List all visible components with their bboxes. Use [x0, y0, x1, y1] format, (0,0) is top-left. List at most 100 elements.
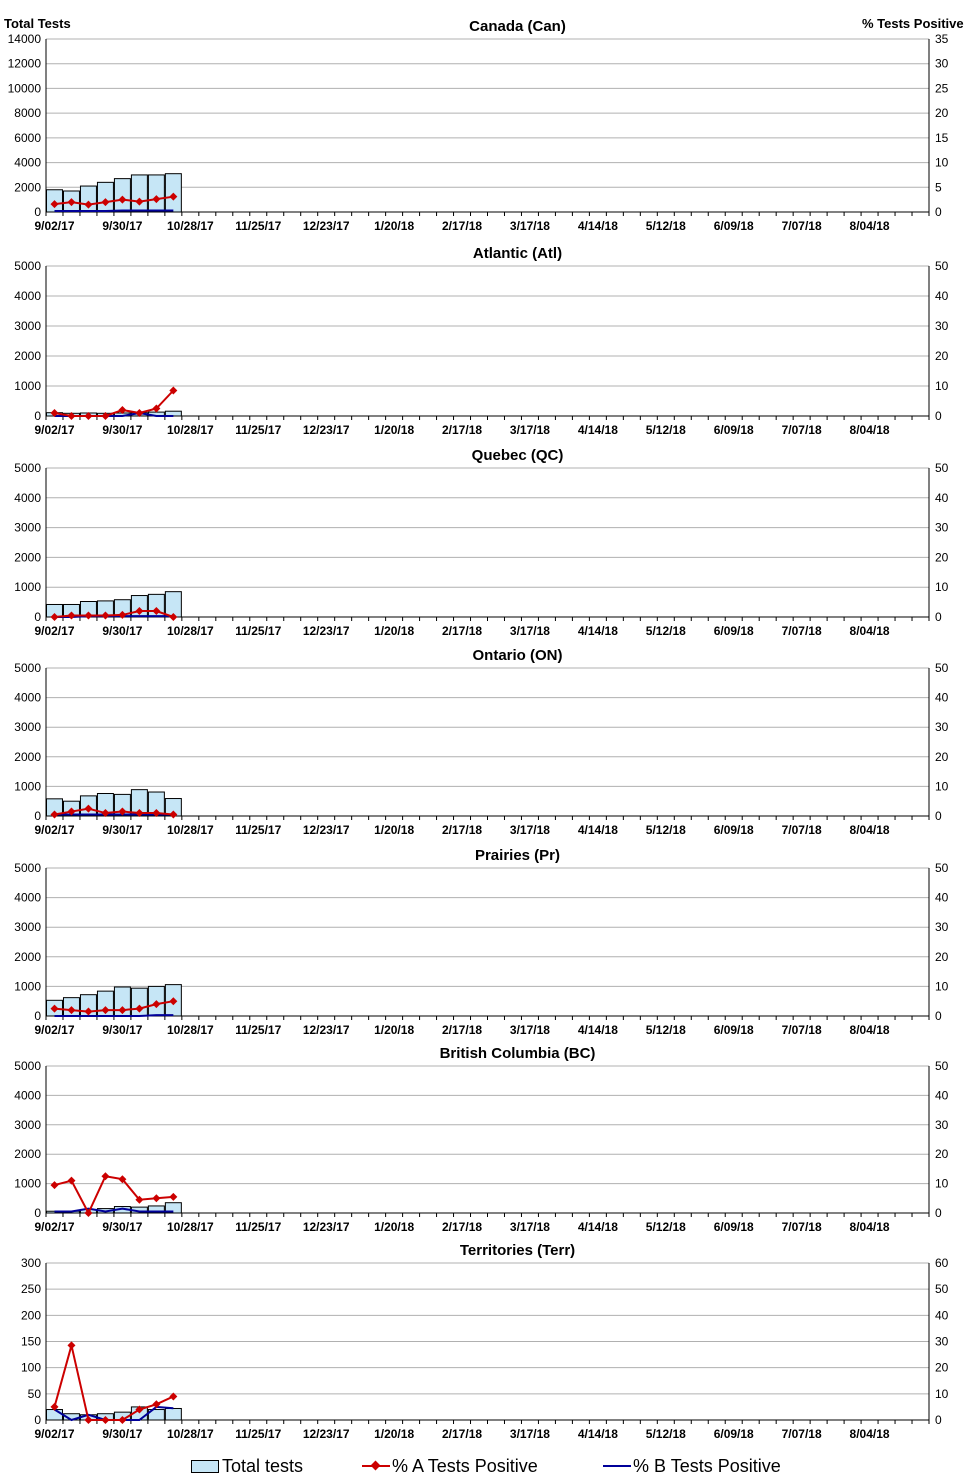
x-tick-label: 8/04/18: [850, 1427, 890, 1441]
bar-total-tests: [46, 1409, 63, 1421]
x-tick-label: 9/30/17: [102, 423, 142, 437]
y-left-tick-label: 1000: [14, 1177, 41, 1191]
y-right-tick-label: 10: [935, 779, 949, 793]
point-a-positive: [118, 195, 127, 204]
point-a-positive: [169, 810, 178, 819]
y-left-tick-label: 0: [34, 809, 41, 823]
point-a-positive: [67, 1341, 76, 1350]
y-right-tick-label: 30: [935, 521, 949, 535]
legend-total-label: Total tests: [222, 1456, 304, 1476]
y-left-tick-label: 50: [28, 1387, 42, 1401]
y-right-tick-label: 30: [935, 920, 949, 934]
point-a-positive: [84, 611, 93, 620]
y-left-tick-label: 3000: [14, 920, 41, 934]
x-tick-label: 6/09/18: [714, 423, 754, 437]
point-a-positive: [169, 997, 178, 1006]
point-a-positive: [118, 807, 127, 816]
x-tick-label: 5/12/18: [646, 1023, 686, 1037]
point-a-positive: [50, 1181, 59, 1190]
bar-total-tests: [130, 174, 148, 213]
x-tick-label: 10/28/17: [167, 823, 214, 837]
y-right-tick-label: 30: [935, 720, 949, 734]
point-a-positive: [118, 610, 127, 619]
chart-title: Atlantic (Atl): [473, 245, 562, 262]
x-tick-label: 7/07/18: [782, 1427, 822, 1441]
x-tick-label: 9/02/17: [34, 624, 74, 638]
x-tick-label: 11/25/17: [235, 823, 281, 837]
bar-total-tests: [147, 1205, 165, 1214]
y-right-tick-label: 10: [935, 379, 949, 393]
y-left-tick-label: 8000: [14, 106, 41, 120]
point-a-positive: [152, 1000, 161, 1009]
x-tick-label: 4/14/18: [578, 1427, 618, 1441]
y-right-tick-label: 25: [935, 81, 949, 95]
y-right-tick-label: 0: [935, 1009, 942, 1023]
x-tick-label: 3/17/18: [510, 624, 550, 638]
y-left-tick-label: 150: [21, 1335, 41, 1349]
x-tick-label: 6/09/18: [714, 624, 754, 638]
y-right-tick-label: 10: [935, 979, 949, 993]
point-a-positive: [67, 1006, 76, 1015]
bar-total-tests: [164, 1202, 182, 1214]
y-right-tick-label: 20: [935, 1147, 949, 1161]
y-left-tick-label: 300: [21, 1256, 41, 1270]
point-a-positive: [152, 809, 161, 818]
y-right-tick-label: 10: [935, 580, 949, 594]
point-a-positive: [101, 1172, 110, 1181]
x-tick-label: 2/17/18: [442, 423, 482, 437]
y-left-tick-label: 3000: [14, 521, 41, 535]
y-left-tick-label: 4000: [14, 289, 41, 303]
legend-total-swatch: [191, 1460, 219, 1473]
x-tick-label: 12/23/17: [303, 423, 350, 437]
y-right-tick-label: 50: [935, 1282, 949, 1296]
y-right-tick-label: 20: [935, 349, 949, 363]
y-right-tick-label: 15: [935, 131, 949, 145]
x-tick-label: 10/28/17: [167, 219, 214, 233]
y-left-tick-label: 6000: [14, 131, 41, 145]
y-right-tick-label: 20: [935, 106, 949, 120]
point-a-positive: [101, 198, 110, 207]
y-right-tick-label: 20: [935, 950, 949, 964]
x-tick-label: 9/30/17: [102, 823, 142, 837]
x-tick-label: 2/17/18: [442, 1220, 482, 1234]
x-tick-label: 9/02/17: [34, 823, 74, 837]
y-right-tick-label: 40: [935, 691, 949, 705]
y-left-tick-label: 10000: [8, 81, 42, 95]
line-b-positive: [54, 1014, 174, 1017]
x-tick-label: 5/12/18: [646, 1220, 686, 1234]
chart-title: Ontario (ON): [473, 647, 563, 664]
y-right-tick-label: 50: [935, 861, 949, 875]
x-tick-label: 12/23/17: [303, 823, 350, 837]
point-a-positive: [50, 1402, 59, 1411]
bar-total-tests: [147, 1409, 165, 1421]
y-left-tick-label: 250: [21, 1282, 41, 1296]
x-tick-label: 1/20/18: [374, 823, 414, 837]
right-axis-title: % Tests Positive: [862, 16, 964, 31]
x-tick-label: 9/30/17: [102, 219, 142, 233]
y-left-tick-label: 4000: [14, 491, 41, 505]
point-a-positive: [135, 1195, 144, 1204]
x-tick-label: 1/20/18: [374, 219, 414, 233]
x-tick-label: 5/12/18: [646, 1427, 686, 1441]
point-a-positive: [135, 607, 144, 616]
x-tick-label: 2/17/18: [442, 1427, 482, 1441]
x-tick-label: 1/20/18: [374, 1023, 414, 1037]
y-right-tick-label: 35: [935, 32, 949, 46]
panel-0: 0 2000 4000 6000 8000 10000 12000 14000 0 5 10 15 20…: [8, 18, 949, 233]
y-right-tick-label: 30: [935, 1335, 949, 1349]
x-tick-label: 7/07/18: [782, 1220, 822, 1234]
y-left-tick-label: 0: [34, 610, 41, 624]
x-tick-label: 5/12/18: [646, 219, 686, 233]
x-tick-label: 10/28/17: [167, 423, 214, 437]
y-left-tick-label: 1000: [14, 379, 41, 393]
point-a-positive: [84, 412, 93, 420]
panel-1: 0 1000 2000 3000 4000 5000 0 10 20 30 40 50 9/02/17 9…: [14, 245, 948, 437]
y-left-tick-label: 0: [34, 1413, 41, 1427]
bar-total-tests: [96, 181, 114, 213]
x-tick-label: 12/23/17: [303, 624, 350, 638]
y-right-tick-label: 0: [935, 409, 942, 423]
panel-2: 0 1000 2000 3000 4000 5000 0 10 20 30 40 50 9/02/17 9…: [14, 447, 948, 638]
point-a-positive: [101, 1006, 110, 1015]
panel-3: 0 1000 2000 3000 4000 5000 0 10 20 30 40 50 9/02/17 9…: [14, 647, 948, 837]
